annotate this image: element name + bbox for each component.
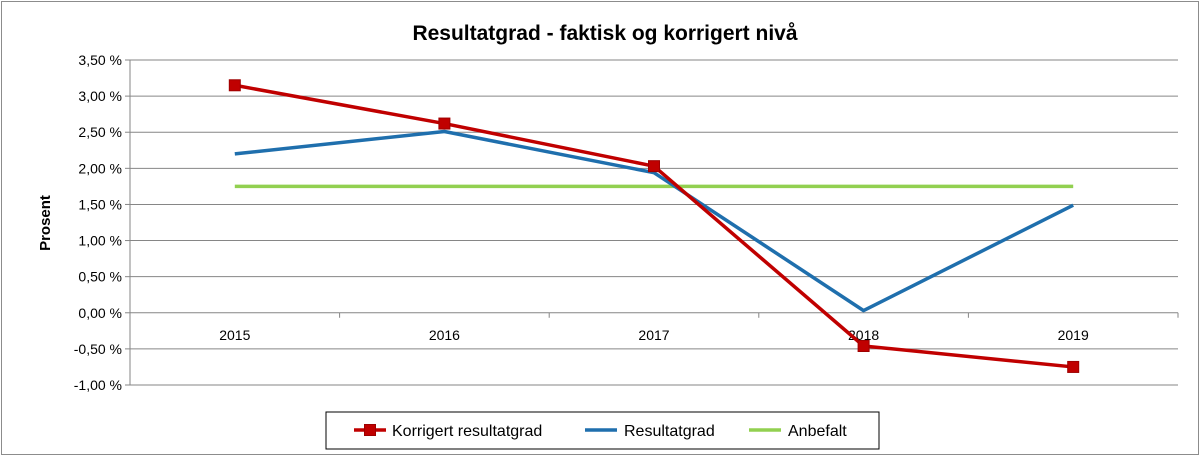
x-tick-label: 2016	[429, 327, 460, 343]
legend: Korrigert resultatgrad Resultatgrad Anbefa…	[325, 411, 880, 450]
x-tick-label: 2017	[638, 327, 669, 343]
y-tick-label: -0,50 %	[74, 341, 122, 357]
y-tick-label: 2,50 %	[78, 124, 122, 140]
axes	[125, 59, 1179, 386]
x-tick-labels: 2015 2016 2017 2018 2019	[219, 327, 1089, 343]
y-tick-label: 3,50 %	[78, 52, 122, 68]
y-tick-label: 1,00 %	[78, 233, 122, 249]
series-korrigert-resultatgrad	[228, 79, 1080, 373]
y-tick-label: 2,00 %	[78, 160, 122, 176]
legend-item: Resultatgrad	[585, 423, 715, 440]
y-tick-label: 0,00 %	[78, 305, 122, 321]
data-point-marker	[1067, 360, 1080, 373]
legend-label: Anbefalt	[788, 423, 847, 440]
legend-item: Korrigert resultatgrad	[354, 423, 542, 440]
legend-label: Korrigert resultatgrad	[392, 423, 542, 440]
legend-label: Resultatgrad	[624, 423, 715, 440]
series-lines	[228, 79, 1080, 373]
y-tick-labels: 3,50 % 3,00 % 2,50 % 2,00 % 1,50 % 1,00 % 0,50…	[74, 52, 122, 393]
legend-item: Anbefalt	[749, 423, 847, 440]
data-point-marker	[438, 117, 451, 130]
y-tick-label: 3,00 %	[78, 88, 122, 104]
y-tick-label: 1,50 %	[78, 196, 122, 212]
data-point-marker	[857, 340, 870, 352]
series-resultatgrad	[234, 129, 1074, 313]
y-tick-label: 0,50 %	[78, 269, 122, 285]
x-tick-label: 2015	[219, 327, 250, 343]
data-point-marker	[228, 79, 241, 92]
gridlines	[130, 59, 1178, 386]
series-line	[234, 129, 1074, 313]
legend-marker	[364, 424, 376, 436]
y-tick-label: -1,00 %	[74, 377, 122, 393]
series-line	[234, 83, 1074, 369]
chart-title: Resultatgrad - faktisk og korrigert nivå	[412, 22, 797, 45]
data-point-marker	[648, 160, 660, 173]
x-tick-label: 2019	[1058, 327, 1089, 343]
y-axis-label: Prosent	[37, 195, 54, 251]
